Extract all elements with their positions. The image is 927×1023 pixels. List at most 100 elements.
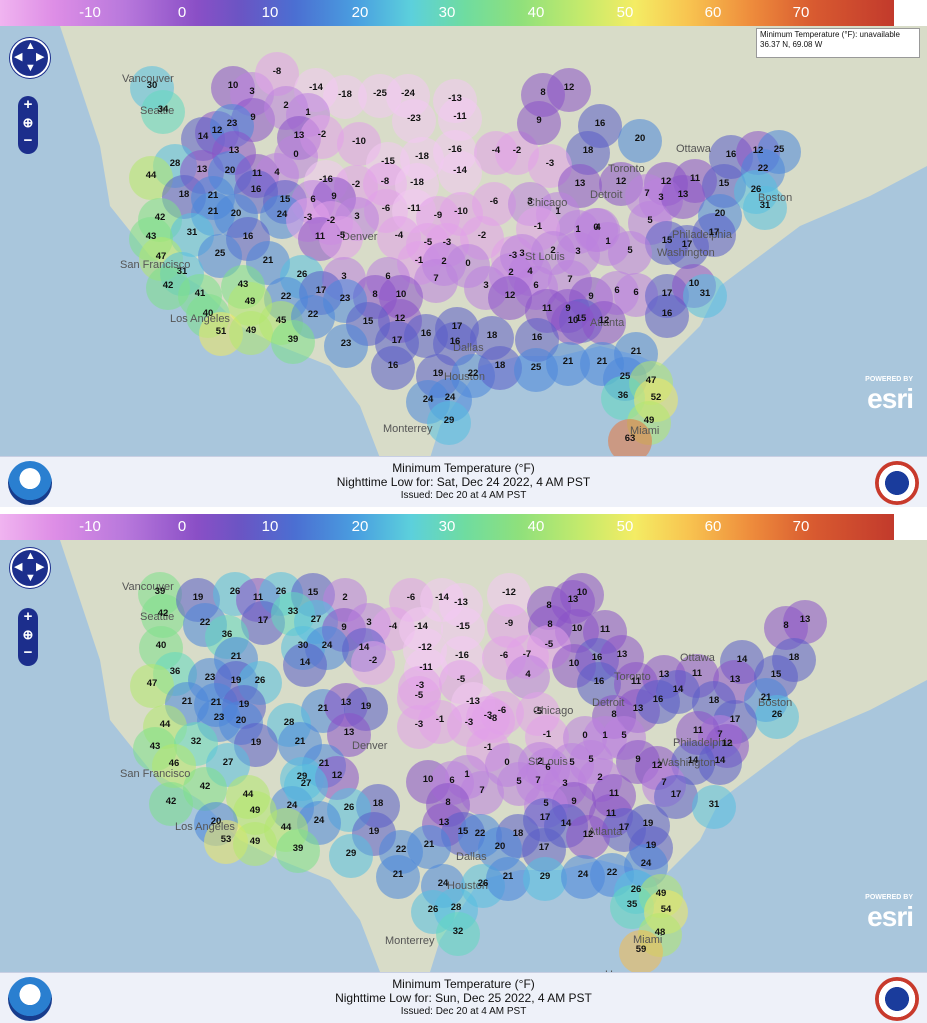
pan-left-icon[interactable]: ◀: [14, 51, 23, 63]
temperature-label: 13: [439, 817, 450, 828]
temperature-label: 20: [225, 165, 236, 176]
temperature-label: 11: [606, 808, 617, 819]
temperature-label: 9: [565, 303, 570, 314]
city-label: San Francisco: [120, 768, 190, 780]
temperature-label: 17: [709, 227, 720, 238]
city-label: Washington: [658, 757, 716, 769]
zoom-control[interactable]: + ⊕ −: [18, 96, 38, 154]
temperature-label: 19: [231, 675, 242, 686]
temperature-label: 3: [341, 271, 346, 282]
map-panel-dec24: -10 0 10 20 30 40 50 60 70 Vancouver Seattle Ottaw…: [0, 0, 927, 508]
zoom-out-icon[interactable]: −: [23, 644, 33, 661]
pan-control[interactable]: ▲ ◀ ▶ ▼: [10, 38, 50, 78]
map-subtitle: Nighttime Low for: Sat, Dec 24 2022, 4 A…: [336, 475, 591, 489]
temperature-label: 24: [641, 858, 652, 869]
temperature-label: 25: [531, 362, 542, 373]
map-canvas: Vancouver Seattle Ottawa Toronto Detroit Chic…: [0, 540, 927, 972]
temperature-label: 16: [662, 308, 673, 319]
temperature-label: -11: [419, 662, 433, 673]
temperature-label: 13: [229, 145, 240, 156]
pan-up-icon[interactable]: ▲: [25, 550, 36, 562]
temperature-label: 42: [163, 280, 174, 291]
temperature-label: -2: [352, 179, 360, 190]
temperature-label: 17: [539, 842, 550, 853]
temperature-label: 21: [211, 697, 222, 708]
temperature-label: 5: [627, 245, 633, 256]
temperature-label: 27: [301, 778, 312, 789]
temperature-label: 13: [575, 178, 586, 189]
temperature-map[interactable]: Vancouver Seattle Ottawa Toronto Detroit Chic…: [0, 540, 927, 972]
pan-right-icon[interactable]: ▶: [36, 51, 45, 63]
temperature-label: 16: [595, 118, 606, 129]
temperature-region: [618, 119, 662, 163]
zoom-out-icon[interactable]: −: [23, 132, 33, 149]
city-label: Atlanta: [590, 317, 625, 329]
temperature-region: [283, 643, 327, 687]
temperature-label: 21: [295, 736, 306, 747]
temperature-label: 22: [475, 828, 486, 839]
temperature-map[interactable]: Vancouver Seattle Ottawa Toronto Detroit Chic…: [0, 26, 927, 456]
temperature-label: 44: [160, 719, 171, 730]
pan-control[interactable]: ▲ ◀ ▶ ▼: [10, 548, 50, 588]
temperature-label: 5: [647, 215, 653, 226]
pan-left-icon[interactable]: ◀: [14, 561, 23, 573]
map-navigation[interactable]: ▲ ◀ ▶ ▼ + ⊕ −: [10, 548, 50, 666]
temperature-label: 43: [150, 741, 161, 752]
temperature-label: 21: [263, 255, 274, 266]
globe-icon[interactable]: ⊕: [22, 115, 34, 130]
temperature-label: 21: [563, 356, 574, 367]
temperature-region: [636, 680, 680, 724]
temperature-region: [407, 825, 451, 869]
map-navigation[interactable]: ▲ ◀ ▶ ▼ + ⊕ −: [10, 38, 50, 154]
globe-icon[interactable]: ⊕: [22, 627, 34, 642]
pan-down-icon[interactable]: ▼: [25, 62, 36, 74]
temperature-label: 9: [536, 115, 541, 126]
temperature-label: 18: [179, 189, 190, 200]
temperature-label: 0: [465, 258, 470, 269]
temperature-label: 1: [305, 107, 311, 118]
temperature-label: 13: [344, 727, 355, 738]
legend-tick-label: 50: [616, 518, 634, 535]
temperature-label: 19: [239, 699, 250, 710]
temperature-region: [566, 131, 610, 175]
pan-up-icon[interactable]: ▲: [25, 40, 36, 52]
temperature-label: 32: [191, 736, 202, 747]
city-label: Monterrey: [383, 423, 433, 435]
pan-down-icon[interactable]: ▼: [25, 572, 36, 584]
info-value: Minimum Temperature (°F): unavailable: [760, 30, 900, 39]
temperature-label: 43: [146, 231, 157, 242]
temperature-label: 27: [311, 614, 322, 625]
temperature-label: 18: [709, 695, 720, 706]
temperature-label: 24: [314, 815, 325, 826]
temperature-label: 11: [692, 668, 703, 679]
temperature-label: 26: [631, 884, 642, 895]
temperature-label: 20: [236, 715, 247, 726]
pan-right-icon[interactable]: ▶: [36, 561, 45, 573]
city-label: Houston: [444, 371, 485, 383]
temperature-label: 25: [215, 248, 226, 259]
temperature-label: 24: [445, 392, 456, 403]
zoom-control[interactable]: + ⊕ −: [18, 608, 38, 666]
temperature-label: 40: [203, 308, 214, 319]
temperature-label: 22: [607, 867, 618, 878]
temperature-region: [327, 713, 371, 757]
temperature-label: 9: [635, 754, 640, 765]
temperature-label: 3: [249, 86, 254, 97]
temperature-label: 24: [322, 640, 333, 651]
temperature-label: 26: [751, 184, 762, 195]
temperature-label: 20: [715, 208, 726, 219]
temperature-label: 11: [690, 173, 701, 184]
zoom-in-icon[interactable]: +: [23, 608, 33, 625]
temperature-label: -15: [381, 156, 395, 167]
zoom-in-icon[interactable]: +: [23, 96, 33, 113]
temperature-label: 13: [633, 703, 644, 714]
temperature-region: [698, 741, 742, 785]
temperature-label: 24: [578, 869, 589, 880]
city-label: Seattle: [140, 611, 174, 623]
temperature-label: 6: [385, 271, 390, 282]
city-label: Dallas: [456, 851, 487, 863]
temperature-label: 12: [753, 145, 764, 156]
temperature-label: 49: [246, 325, 257, 336]
temperature-region: [436, 912, 480, 956]
map-footer: Minimum Temperature (°F) Nighttime Low f…: [0, 972, 927, 1023]
